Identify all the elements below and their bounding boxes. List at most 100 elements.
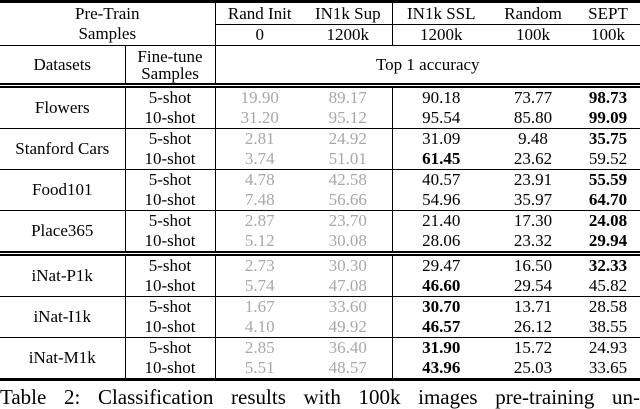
accuracy-value: 23.70	[304, 210, 393, 231]
finetune-header-line2: Samples	[141, 63, 199, 83]
accuracy-value: 19.90	[215, 85, 305, 108]
accuracy-value: 16.50	[490, 251, 577, 276]
accuracy-value: 95.12	[328, 108, 367, 127]
accuracy-value: 29.94	[588, 231, 628, 250]
finetune-shot-label: 5-shot	[125, 169, 216, 190]
accuracy-value: 4.10	[244, 317, 275, 336]
finetune-shot-label: 10-shot	[125, 108, 216, 129]
accuracy-value: 40.57	[391, 169, 491, 190]
finetune-shot-label: 5-shot	[125, 251, 216, 276]
dataset-name: Food101	[0, 169, 126, 211]
accuracy-value: 3.74	[244, 149, 275, 168]
pretrain-header-line2: Samples	[78, 24, 137, 43]
finetune-shot-label: 5-shot	[125, 128, 216, 149]
accuracy-value: 2.73	[215, 251, 305, 276]
accuracy-value: 7.48	[244, 190, 275, 209]
accuracy-value: 43.96	[391, 358, 491, 380]
dataset-name: iNat-P1k	[0, 251, 126, 297]
accuracy-value: 2.81	[215, 128, 305, 149]
accuracy-value: 61.45	[391, 149, 491, 170]
accuracy-value: 23.91	[490, 169, 577, 190]
accuracy-value: 35.97	[513, 190, 553, 209]
accuracy-value: 30.70	[391, 296, 491, 317]
accuracy-value: 73.77	[490, 85, 577, 108]
finetune-shot-label: 10-shot	[125, 358, 216, 380]
samples-count-in1k-sup: 1200k	[304, 24, 393, 46]
accuracy-value: 59.52	[588, 149, 628, 168]
accuracy-value: 13.71	[490, 296, 577, 317]
accuracy-value: 33.60	[304, 296, 393, 317]
accuracy-value: 38.55	[588, 317, 628, 336]
finetune-shot-label: 5-shot	[125, 337, 216, 358]
finetune-shot-label: 10-shot	[125, 317, 216, 338]
finetune-shot-label: 10-shot	[125, 231, 216, 254]
table-row: 10-shot 31.20 95.12 95.54 85.80 99.09	[0, 108, 640, 129]
accuracy-value: 30.30	[304, 251, 393, 276]
dataset-name: Flowers	[0, 85, 126, 129]
accuracy-value: 5.12	[244, 231, 275, 250]
accuracy-value: 25.03	[513, 358, 553, 377]
finetune-shot-label: 5-shot	[125, 210, 216, 231]
accuracy-value: 45.82	[588, 276, 628, 295]
accuracy-value: 95.54	[391, 108, 491, 129]
accuracy-value: 32.33	[576, 251, 640, 276]
table-row: Stanford Cars 5-shot 2.81 24.92 31.09 9.48 35.…	[0, 128, 640, 170]
samples-count-random: 100k	[490, 24, 577, 46]
samples-count-in1k-ssl: 1200k	[391, 24, 491, 46]
accuracy-value: 99.09	[588, 108, 628, 127]
pretrain-samples-header: Pre-Train Samples	[0, 1, 216, 46]
accuracy-value: 36.40	[304, 337, 393, 358]
accuracy-value: 35.75	[576, 128, 640, 149]
samples-count-rand-init: 0	[215, 24, 305, 46]
accuracy-value: 48.57	[328, 358, 367, 377]
finetune-shot-label: 5-shot	[125, 296, 216, 317]
accuracy-value: 31.20	[240, 108, 279, 127]
accuracy-value: 21.40	[391, 210, 491, 231]
dataset-name: Stanford Cars	[0, 128, 126, 170]
table-row: 10-shot 5.74 47.08 46.60 29.54 45.82	[0, 276, 640, 297]
accuracy-value: 42.58	[304, 169, 393, 190]
accuracy-value: 56.66	[328, 190, 367, 209]
finetune-shot-label: 10-shot	[125, 276, 216, 297]
dataset-name: iNat-I1k	[0, 296, 126, 338]
accuracy-value: 49.92	[328, 317, 367, 336]
accuracy-value: 5.74	[244, 276, 275, 295]
accuracy-value: 23.32	[513, 231, 553, 250]
samples-count-sept: 100k	[576, 24, 640, 46]
accuracy-value: 28.06	[391, 231, 491, 254]
accuracy-value: 24.92	[304, 128, 393, 149]
accuracy-value: 31.09	[391, 128, 491, 149]
accuracy-value: 47.08	[328, 276, 367, 295]
accuracy-value: 31.90	[391, 337, 491, 358]
table-row: 10-shot 5.12 30.08 28.06 23.32 29.94	[0, 231, 640, 254]
accuracy-value: 64.70	[588, 190, 628, 209]
accuracy-value: 4.78	[215, 169, 305, 190]
dataset-name: iNat-M1k	[0, 337, 126, 380]
accuracy-value: 26.12	[513, 317, 553, 336]
table-row: iNat-P1k 5-shot 2.73 30.30 29.47 16.50 32.33	[0, 251, 640, 297]
accuracy-value: 2.87	[215, 210, 305, 231]
col-header-random: Random	[490, 1, 577, 25]
accuracy-value: 33.65	[588, 358, 628, 377]
accuracy-value: 5.51	[244, 358, 275, 377]
accuracy-value: 24.08	[576, 210, 640, 231]
accuracy-value: 46.57	[391, 317, 491, 338]
accuracy-value: 51.01	[328, 149, 367, 168]
accuracy-value: 28.58	[576, 296, 640, 317]
col-header-in1k-ssl: IN1k SSL	[391, 1, 491, 25]
table-row: 10-shot 5.51 48.57 43.96 25.03 33.65	[0, 358, 640, 380]
accuracy-value: 29.54	[513, 276, 553, 295]
finetune-samples-header: Fine-tune Samples	[125, 45, 216, 88]
pretrain-header-line1: Pre-Train	[74, 4, 140, 23]
accuracy-value: 2.85	[215, 337, 305, 358]
accuracy-value: 85.80	[513, 108, 553, 127]
results-table: Pre-Train Samples Rand Init IN1k Sup IN1…	[0, 0, 640, 381]
col-header-in1k-sup: IN1k Sup	[304, 1, 393, 25]
col-header-sept: SEPT	[576, 1, 640, 25]
col-header-rand-init: Rand Init	[215, 1, 305, 25]
accuracy-value: 29.47	[391, 251, 491, 276]
accuracy-value: 90.18	[391, 85, 491, 108]
finetune-header-line1: Fine-tune	[137, 46, 203, 66]
table-row: Food101 5-shot 4.78 42.58 40.57 23.91 55.59	[0, 169, 640, 211]
